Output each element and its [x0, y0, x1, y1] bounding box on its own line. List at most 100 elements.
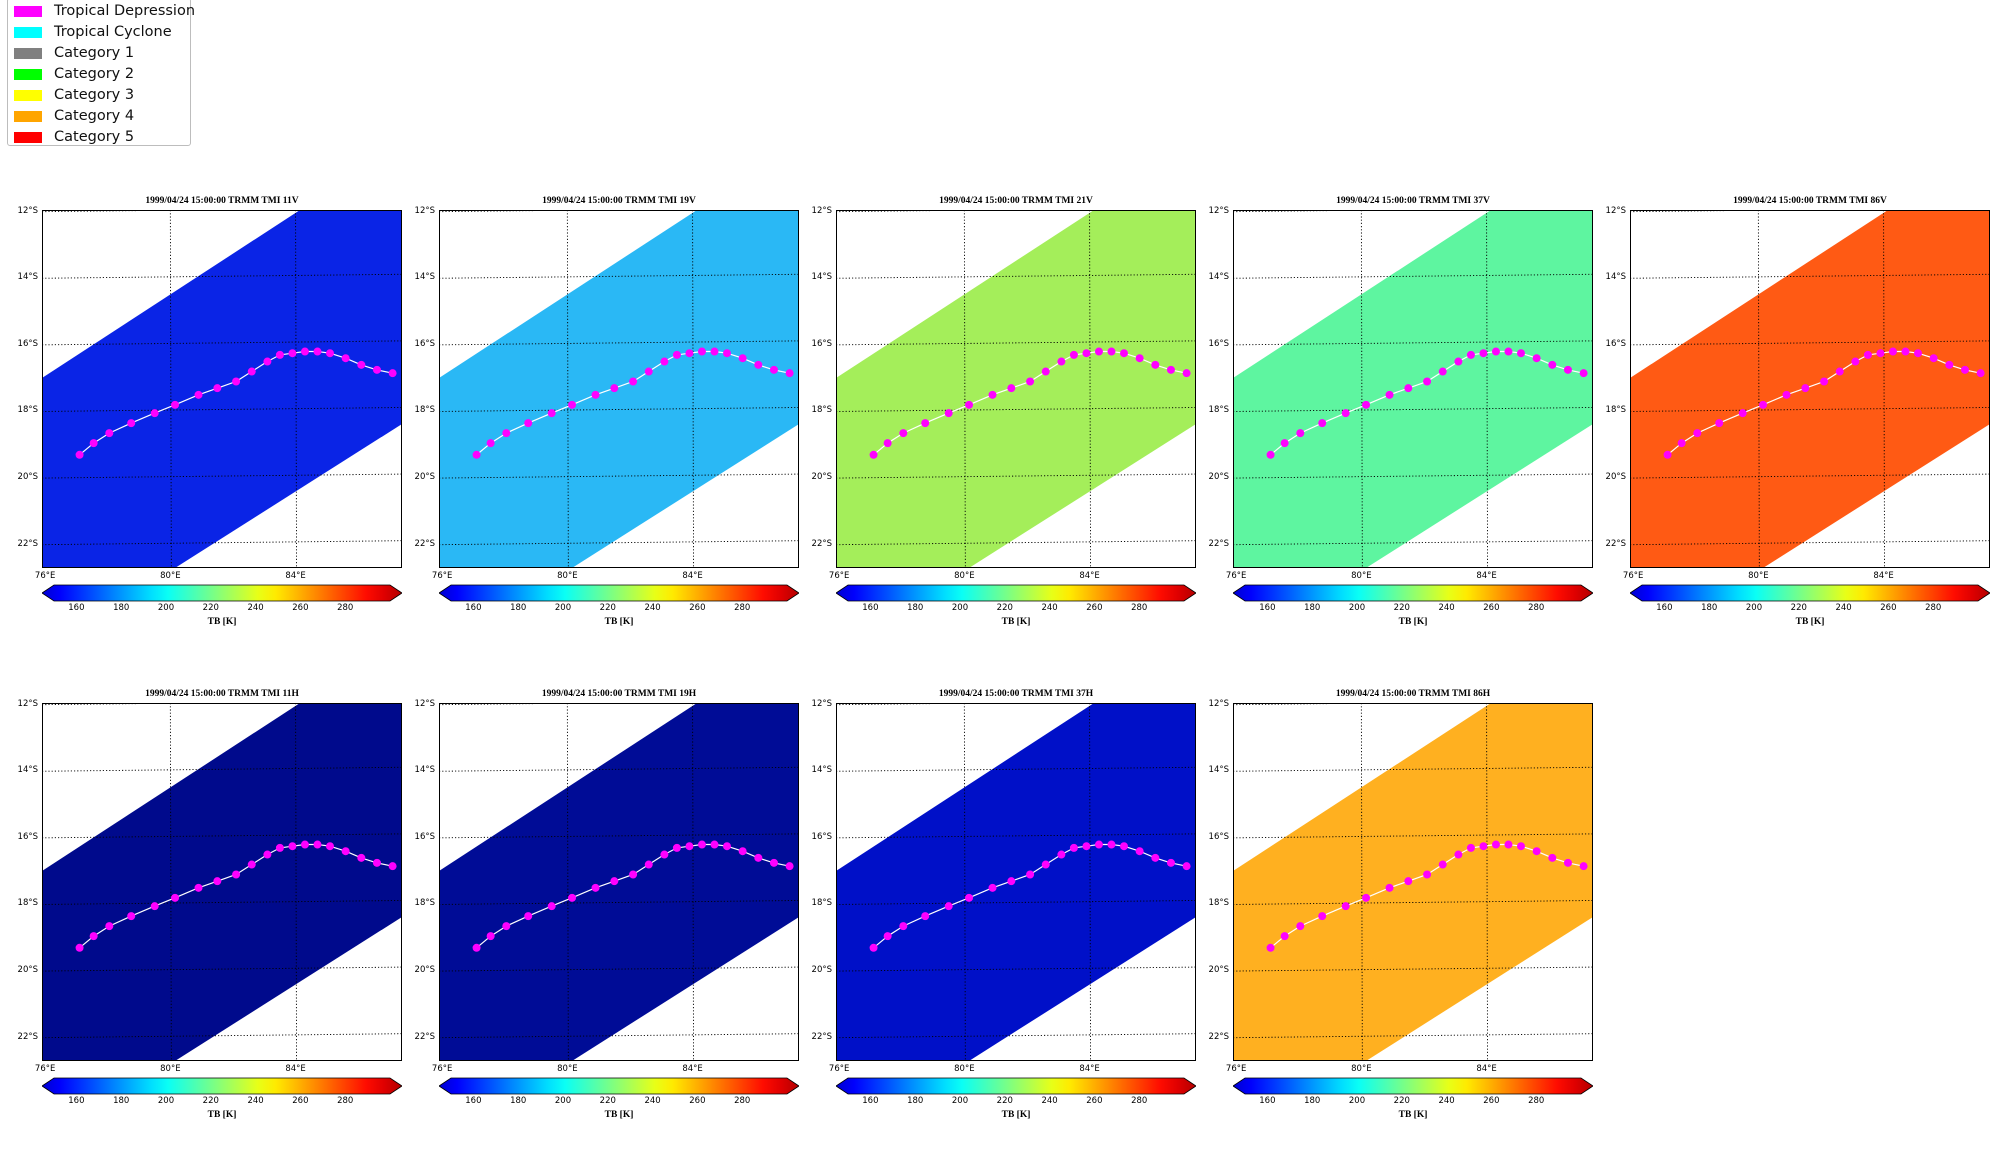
storm-track-point	[341, 354, 350, 363]
longitude-gridline	[1486, 210, 1489, 568]
storm-track-point	[194, 390, 203, 399]
latitude-gridline	[439, 833, 799, 839]
storm-track-point	[263, 850, 272, 859]
latitude-gridline	[1630, 340, 1990, 346]
colorbar-tick-label: 240	[1041, 1096, 1058, 1106]
longitude-gridline	[295, 703, 298, 1061]
colorbar-tick-label: 280	[1528, 603, 1545, 613]
colorbar-tick-label: 200	[951, 603, 969, 613]
storm-track-point	[1454, 850, 1463, 859]
map-panel: 1999/04/24 15:00:00 TRMM TMI 19V 12°S 14°S…	[399, 194, 799, 627]
satellite-swath	[439, 703, 799, 1061]
latitude-gridline	[439, 966, 799, 972]
panel-title: 1999/04/24 15:00:00 TRMM TMI 19H	[541, 689, 697, 699]
satellite-swath	[1233, 703, 1593, 1061]
latitude-label: 16°S	[811, 831, 832, 842]
latitude-label: 12°S	[811, 205, 832, 216]
storm-track-point	[899, 922, 908, 931]
latitude-label: 12°S	[1208, 698, 1229, 709]
longitude-gridline	[1360, 703, 1363, 1061]
colorbar-unit-label: TB [K]	[1795, 617, 1825, 627]
latitude-gridline	[42, 540, 402, 546]
colorbar	[836, 1077, 1196, 1095]
map-panel: 1999/04/24 15:00:00 TRMM TMI 19H 12°S 14°S…	[399, 687, 799, 1120]
colorbar-gradient	[836, 584, 1196, 602]
latitude-label: 12°S	[1605, 205, 1626, 216]
map-panel: 1999/04/24 15:00:00 TRMM TMI 86H 12°S 14°S…	[1193, 687, 1593, 1120]
storm-track-point	[1438, 860, 1447, 869]
storm-track-point	[1341, 902, 1350, 911]
longitude-label: 84°E	[1079, 571, 1100, 581]
storm-track-point	[1166, 365, 1175, 374]
latitude-label: 16°S	[17, 338, 38, 349]
colorbar-gradient	[1233, 584, 1593, 602]
latitude-gridline	[42, 766, 402, 772]
colorbar-tick-label: 200	[554, 1096, 572, 1106]
latitude-gridline	[1233, 1033, 1593, 1039]
storm-track-point	[1041, 860, 1050, 869]
storm-track-point	[883, 439, 892, 448]
longitude-label: 76°E	[828, 571, 850, 581]
storm-track-point	[1466, 843, 1475, 852]
colorbar-tick-label: 160	[465, 1096, 482, 1106]
colorbar-tick-label: 260	[1880, 603, 1897, 613]
latitude-label: 22°S	[1208, 538, 1229, 549]
colorbar-tick-label: 220	[599, 603, 616, 613]
latitude-gridline	[42, 340, 402, 346]
panel-title: 1999/04/24 15:00:00 TRMM TMI 86H	[1335, 689, 1491, 699]
storm-track-point	[697, 347, 706, 356]
colorbar-tick-label: 180	[1304, 603, 1321, 613]
storm-track-point	[1094, 840, 1103, 849]
latitude-gridline	[836, 473, 1196, 479]
latitude-label: 22°S	[414, 538, 435, 549]
storm-track-point	[213, 384, 222, 393]
storm-track-point	[1466, 350, 1475, 359]
storm-track-point	[288, 842, 297, 851]
storm-track-point	[1041, 367, 1050, 376]
storm-track-point	[75, 943, 84, 952]
panel-title: 1999/04/24 15:00:00 TRMM TMI 86V	[1733, 196, 1887, 206]
storm-track-point	[629, 870, 638, 879]
colorbar-unit-label: TB [K]	[1398, 1110, 1428, 1120]
legend-swatch	[14, 47, 42, 59]
panel-title: 1999/04/24 15:00:00 TRMM TMI 11V	[145, 196, 299, 206]
latitude-gridline	[42, 273, 402, 279]
storm-track-point	[1362, 893, 1371, 902]
colorbar-tick-label: 180	[113, 603, 130, 613]
storm-track-point	[672, 843, 681, 852]
colorbar	[836, 584, 1196, 602]
brightness-temperature-map	[1630, 210, 1990, 568]
storm-track-point	[1026, 870, 1035, 879]
colorbar-tick-label: 220	[1393, 1096, 1410, 1106]
storm-track-point	[988, 390, 997, 399]
satellite-swath	[836, 703, 1196, 1061]
storm-track-point	[341, 847, 350, 856]
storm-track-point	[1579, 369, 1588, 378]
storm-track-point	[685, 842, 694, 851]
storm-track-point	[300, 840, 309, 849]
storm-track-point	[965, 400, 974, 409]
colorbar-unit-label: TB [K]	[1001, 1110, 1031, 1120]
latitude-label: 20°S	[1208, 472, 1229, 483]
latitude-label: 18°S	[811, 898, 832, 909]
panel-title: 1999/04/24 15:00:00 TRMM TMI 37H	[938, 689, 1094, 699]
latitude-label: 14°S	[414, 765, 435, 776]
latitude-label: 12°S	[414, 205, 435, 216]
longitude-label: 84°E	[1476, 1064, 1497, 1074]
longitude-gridline	[692, 210, 695, 568]
colorbar-tick-label: 160	[862, 1096, 879, 1106]
colorbar-tick-label: 260	[689, 1096, 706, 1106]
storm-track-point	[1738, 409, 1747, 418]
colorbar-tick-label: 260	[292, 1096, 309, 1106]
storm-track-point	[610, 384, 619, 393]
legend-label: Category 5	[54, 129, 135, 145]
storm-track-point	[1715, 419, 1724, 428]
latitude-gridline	[1233, 833, 1593, 839]
colorbar-gradient	[1630, 584, 1990, 602]
satellite-swath	[439, 210, 799, 568]
storm-track-point	[89, 439, 98, 448]
colorbar-tick-label: 240	[644, 1096, 661, 1106]
storm-track-point	[1362, 400, 1371, 409]
storm-track-point	[502, 429, 511, 438]
colorbar-gradient	[836, 1077, 1196, 1095]
